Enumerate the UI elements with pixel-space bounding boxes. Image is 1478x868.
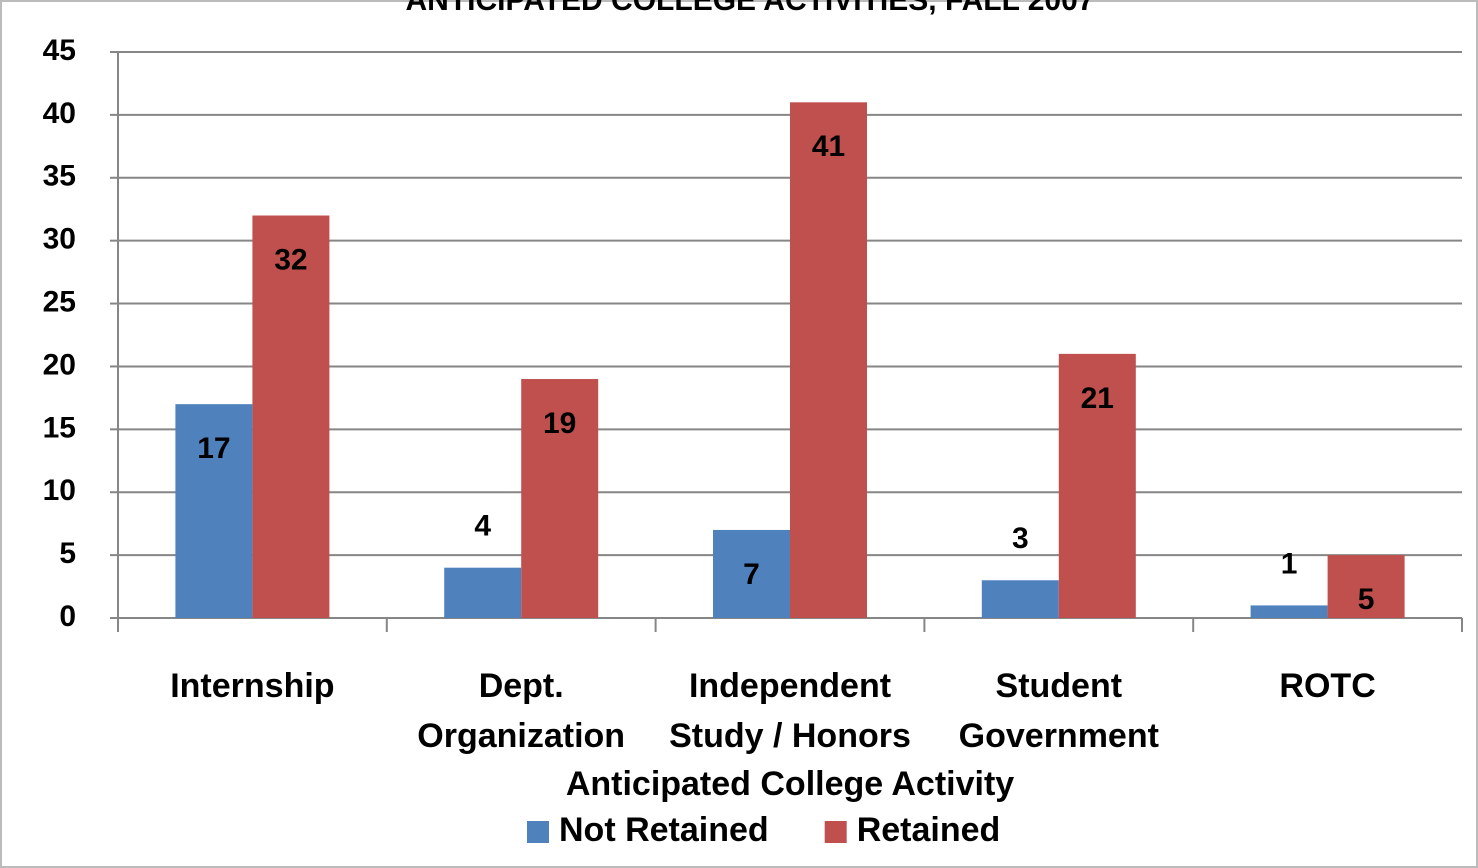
y-tick-label: 20 — [43, 348, 76, 381]
y-tick-label: 0 — [59, 600, 76, 633]
bar — [175, 404, 253, 618]
data-label: 41 — [812, 130, 845, 163]
chart-title: ANTICIPATED COLLEGE ACTIVITIES, FALL 200… — [406, 0, 1095, 17]
legend-label: Not Retained — [559, 811, 769, 849]
y-tick-label: 30 — [43, 223, 76, 256]
y-tick-label: 40 — [43, 97, 76, 130]
bar — [444, 567, 522, 618]
x-tick-label: ROTC — [1279, 667, 1376, 705]
x-tick-label: Dept. Organization — [417, 667, 626, 755]
x-tick-label: Student Government — [958, 667, 1159, 755]
x-tick-label: Independent Study / Honors — [669, 667, 911, 755]
data-label: 7 — [743, 558, 760, 591]
y-tick-label: 5 — [59, 537, 76, 570]
data-label: 4 — [474, 510, 491, 543]
legend-swatch — [824, 821, 847, 843]
x-axis-title: Anticipated College Activity — [566, 765, 1014, 803]
y-tick-label: 10 — [43, 474, 76, 507]
data-label: 32 — [274, 243, 307, 276]
y-tick-label: 45 — [43, 34, 76, 67]
bar — [713, 529, 790, 618]
data-label: 17 — [197, 432, 230, 465]
y-tick-label: 15 — [43, 411, 76, 444]
x-tick-label: Internship — [170, 667, 335, 705]
y-tick-label: 25 — [43, 285, 76, 318]
data-label: 3 — [1012, 522, 1029, 555]
bar — [1327, 555, 1405, 618]
data-label: 19 — [543, 407, 576, 440]
bar — [981, 580, 1059, 618]
legend-swatch — [527, 821, 549, 843]
data-label: 21 — [1081, 382, 1114, 415]
bar — [1250, 605, 1328, 618]
y-tick-label: 35 — [43, 160, 76, 193]
legend-label: Retained — [857, 811, 1001, 849]
data-label: 1 — [1281, 547, 1298, 580]
bar — [252, 215, 330, 618]
bar — [521, 379, 599, 618]
bar — [1058, 353, 1136, 618]
bar — [790, 102, 867, 619]
data-label: 5 — [1358, 583, 1375, 616]
